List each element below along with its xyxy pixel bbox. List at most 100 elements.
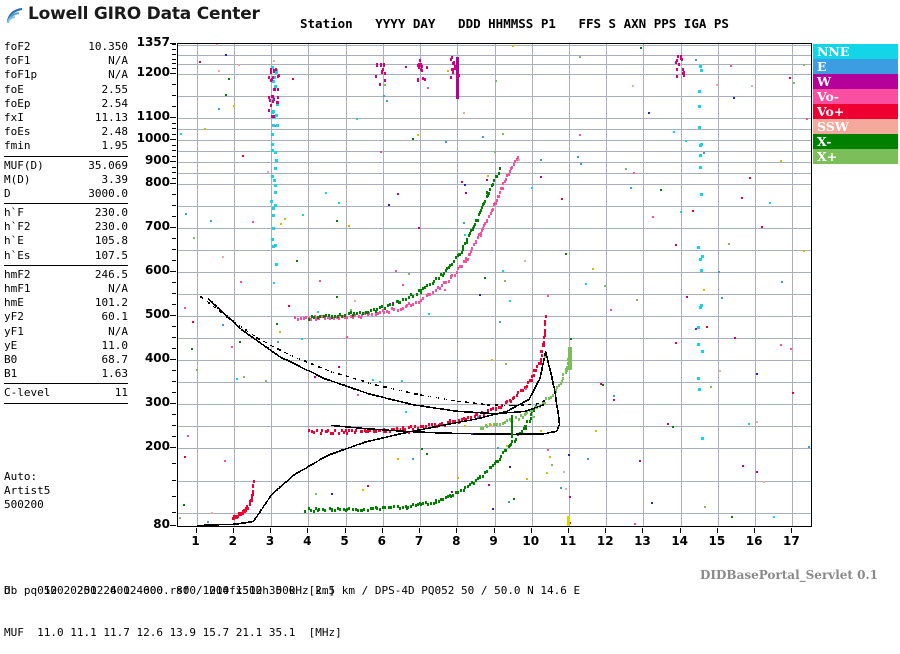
data-point — [382, 437, 384, 439]
data-point — [755, 471, 758, 474]
legend-item-nne[interactable]: NNE — [813, 44, 898, 59]
data-point — [377, 384, 379, 387]
param-value: N/A — [108, 54, 128, 68]
data-point — [277, 355, 280, 357]
data-point — [347, 447, 350, 449]
data-point — [531, 393, 533, 395]
data-point — [356, 427, 358, 429]
data-point — [464, 259, 467, 263]
data-point — [515, 157, 518, 161]
data-point — [325, 368, 327, 371]
data-point — [421, 431, 423, 433]
legend-item-vo[interactable]: Vo- — [813, 89, 898, 104]
data-point — [403, 401, 405, 404]
data-point — [552, 384, 555, 386]
data-point — [330, 493, 333, 496]
data-point — [216, 524, 218, 526]
ionogram-plot-area[interactable] — [177, 43, 812, 527]
data-point — [488, 433, 491, 435]
y-axis-minor-tick — [172, 463, 176, 465]
data-point — [543, 340, 546, 344]
data-point — [530, 393, 533, 396]
data-point — [390, 506, 393, 510]
data-point — [515, 404, 517, 407]
data-point — [546, 357, 549, 360]
data-point — [270, 77, 273, 81]
data-point — [462, 432, 464, 435]
data-point — [419, 59, 422, 63]
data-point — [682, 67, 685, 71]
data-point — [503, 280, 506, 283]
data-point — [382, 429, 385, 431]
data-point — [508, 433, 510, 435]
data-point — [429, 431, 432, 434]
data-point — [441, 284, 444, 287]
data-point — [361, 311, 364, 315]
data-point — [281, 357, 283, 359]
data-point — [437, 407, 439, 410]
data-point — [215, 305, 218, 308]
data-point — [530, 412, 533, 416]
data-point — [383, 396, 386, 399]
data-point — [438, 407, 440, 410]
data-point — [444, 269, 447, 272]
legend-item-w[interactable]: W — [813, 74, 898, 89]
data-point — [509, 404, 511, 407]
data-point — [253, 519, 256, 521]
data-point — [358, 389, 361, 392]
data-point — [302, 468, 305, 471]
legend-item-x[interactable]: X- — [813, 134, 898, 149]
gridline-horizontal — [178, 206, 811, 207]
data-point — [405, 402, 407, 404]
data-point — [359, 509, 362, 513]
data-point — [260, 343, 263, 345]
legend-item-e[interactable]: E — [813, 59, 898, 74]
data-point — [507, 409, 510, 412]
data-point — [430, 431, 433, 434]
data-point — [709, 386, 712, 389]
y-axis-minor-tick — [172, 68, 176, 70]
param-value: 2.48 — [101, 125, 129, 139]
data-point — [301, 469, 304, 471]
data-point — [419, 62, 422, 66]
data-point — [420, 405, 422, 407]
data-point — [408, 302, 411, 306]
data-point — [374, 394, 376, 397]
data-point — [438, 286, 441, 290]
data-point — [356, 389, 359, 391]
direction-legend[interactable]: NNE E W Vo- Vo+ SSW X- X+ — [813, 44, 898, 164]
legend-item-ssw[interactable]: SSW — [813, 119, 898, 134]
data-point — [502, 451, 505, 455]
data-point — [318, 316, 321, 320]
data-point — [485, 424, 488, 428]
legend-item-vo[interactable]: Vo+ — [813, 104, 898, 119]
data-point — [749, 177, 751, 180]
data-point — [299, 470, 301, 473]
x-axis-tick-label: 16 — [745, 534, 763, 548]
data-point — [265, 346, 267, 348]
data-point — [539, 433, 542, 435]
data-point — [536, 433, 538, 435]
data-point — [385, 386, 387, 388]
data-point — [482, 474, 485, 478]
data-point — [243, 330, 245, 333]
data-point — [400, 401, 403, 403]
data-point — [272, 179, 276, 183]
data-point — [416, 502, 419, 506]
data-point — [489, 211, 492, 215]
data-point — [274, 352, 276, 355]
data-point — [497, 446, 500, 449]
data-point — [363, 391, 366, 394]
data-point — [414, 430, 416, 432]
data-point — [203, 128, 206, 131]
data-point — [478, 212, 481, 216]
legend-item-x[interactable]: X+ — [813, 149, 898, 164]
data-point — [378, 428, 381, 431]
data-point — [468, 432, 470, 435]
param-row-ye: yE 11.0 — [4, 339, 128, 353]
data-point — [484, 199, 486, 203]
x-axis-tick-label: 3 — [265, 534, 275, 548]
data-point — [250, 335, 252, 338]
data-point — [325, 378, 327, 380]
data-point — [383, 71, 386, 75]
